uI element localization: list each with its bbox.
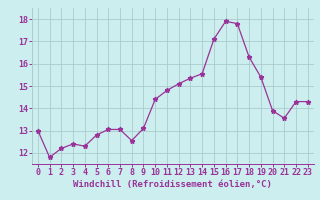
X-axis label: Windchill (Refroidissement éolien,°C): Windchill (Refroidissement éolien,°C) xyxy=(73,180,272,189)
